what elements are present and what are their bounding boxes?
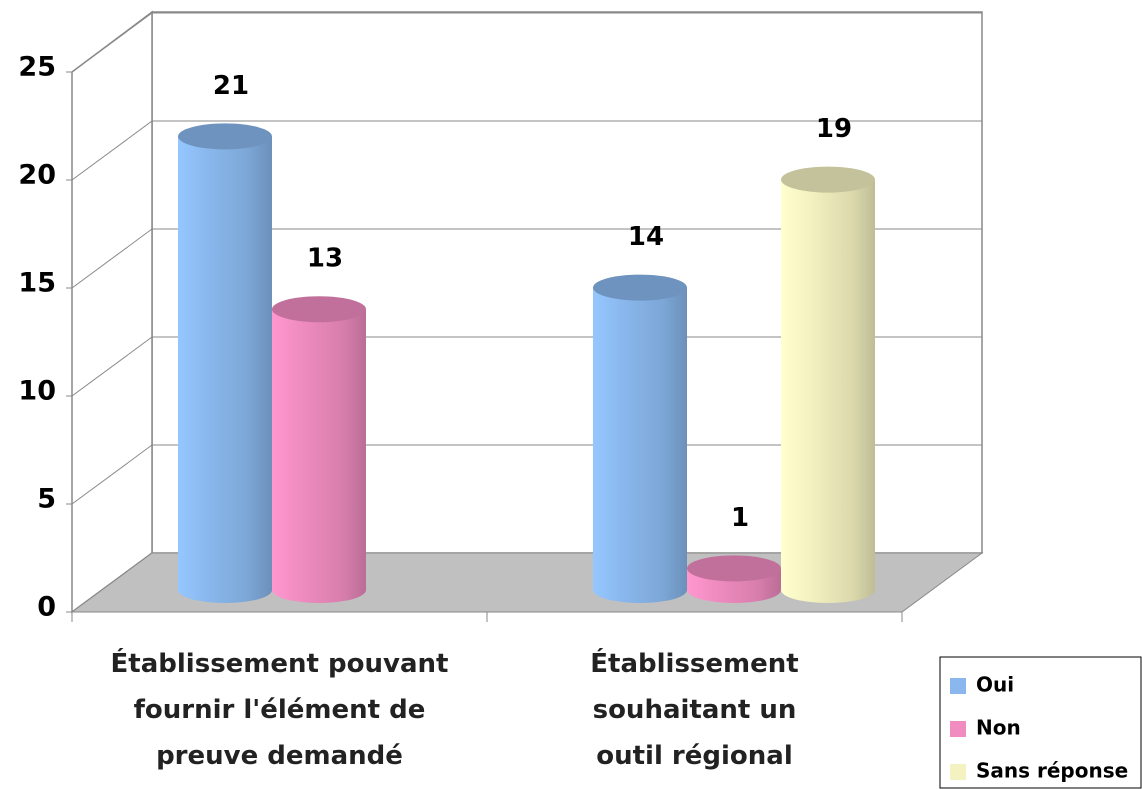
legend-label: Oui bbox=[976, 673, 1014, 697]
legend-label: Non bbox=[976, 716, 1021, 740]
y-tick-label: 15 bbox=[18, 268, 56, 299]
grid-line bbox=[71, 444, 153, 505]
data-label: 13 bbox=[307, 244, 343, 274]
legend-swatch bbox=[950, 764, 966, 780]
y-tick-label: 5 bbox=[37, 484, 56, 515]
bar-top bbox=[593, 274, 687, 301]
grid-line bbox=[71, 120, 153, 181]
side-wall bbox=[71, 10, 153, 614]
bar bbox=[781, 179, 875, 603]
x-tick-label: Établissement pouvant fournir l'élément … bbox=[110, 649, 449, 771]
bar bbox=[272, 309, 366, 603]
grid-line bbox=[71, 12, 153, 73]
bar bbox=[593, 287, 687, 603]
y-tick-label: 25 bbox=[18, 52, 56, 83]
grid-line bbox=[71, 228, 153, 289]
legend-swatch bbox=[950, 721, 966, 737]
data-label: 14 bbox=[628, 222, 664, 252]
bar-top bbox=[781, 166, 875, 193]
bar-top bbox=[272, 296, 366, 323]
legend-box bbox=[939, 656, 1142, 789]
bar-top bbox=[687, 555, 781, 582]
data-label: 1 bbox=[731, 503, 749, 533]
bar bbox=[178, 136, 272, 603]
y-tick-label: 20 bbox=[18, 160, 56, 191]
bar-top bbox=[178, 123, 272, 150]
y-tick-label: 10 bbox=[18, 376, 56, 407]
legend-label: Sans réponse bbox=[976, 759, 1128, 783]
legend-swatch bbox=[950, 678, 966, 694]
y-tick-label: 0 bbox=[37, 592, 56, 623]
data-label: 19 bbox=[816, 114, 852, 144]
data-label: 21 bbox=[213, 71, 249, 101]
grid-line bbox=[71, 336, 153, 397]
x-tick-label: Établissement souhaitant un outil région… bbox=[590, 649, 799, 771]
